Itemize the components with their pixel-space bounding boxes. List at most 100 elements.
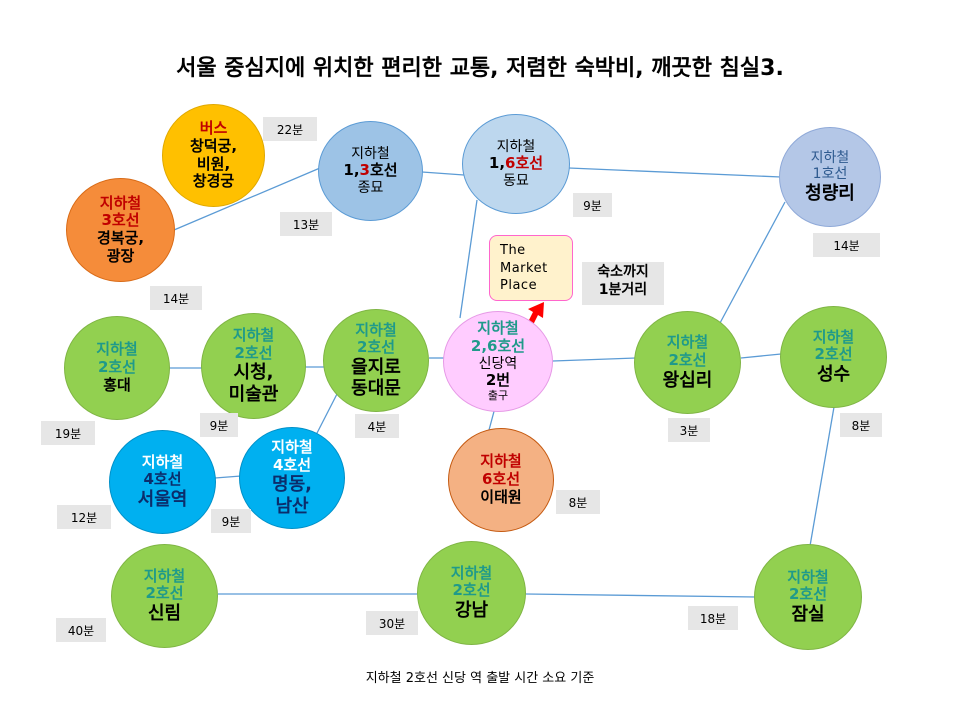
exit-label: 출구 (487, 388, 509, 402)
line-label: 3호선 (101, 211, 140, 230)
station-name: 서울역 (137, 489, 188, 511)
time-label-bus: 22분 (263, 117, 317, 141)
time-label-cityhall: 9분 (200, 413, 238, 437)
subway-label: 지하철 (141, 452, 184, 471)
time-label-itaewon: 8분 (556, 490, 600, 514)
time-label-euljiro: 4분 (355, 414, 399, 438)
subway-label: 지하철 (351, 145, 390, 162)
line-label: 호선 (369, 161, 398, 180)
line-label: 2,6호선 (470, 336, 526, 355)
line-jongmyo-dongmyo (421, 171, 465, 176)
line-cheongnyangni-wangsimni (719, 201, 786, 324)
station-name: 미술관 (228, 383, 279, 405)
node-itaewon: 지하철 6호선 이태원 (448, 428, 554, 532)
node-sindang: 지하철 2,6호선 신당역 2번 출구 (443, 311, 553, 412)
subway-label: 지하철 (496, 138, 536, 155)
page-title: 서울 중심지에 위치한 편리한 교통, 저렴한 숙박비, 깨끗한 침실3. (176, 56, 784, 81)
line-gyeongbok-jongmyo (173, 167, 321, 231)
line-label-highlight: 3 (359, 161, 370, 180)
node-seoulstation: 지하철 4호선 서울역 (109, 430, 216, 534)
station-name: 을지로 (351, 356, 401, 378)
line-label: 6호선 (481, 470, 521, 489)
node-dongmyo: 지하철 1,6호선 동묘 (462, 114, 570, 214)
line-label: 2호선 (97, 358, 137, 377)
time-label-seoulstation: 12분 (57, 505, 111, 529)
exit-number: 2번 (485, 371, 511, 390)
station-name: 비원, (196, 154, 231, 173)
node-hongdae: 지하철 2호선 홍대 (64, 316, 170, 420)
station-name: 동대문 (351, 378, 401, 400)
station-name: 남산 (275, 495, 309, 517)
station-name: 창덕궁, (189, 136, 238, 155)
time-label-jamsil: 18분 (688, 606, 738, 630)
node-myeongdong: 지하철 4호선 명동, 남산 (239, 427, 345, 529)
line-wangsimni-seongsu (740, 353, 782, 359)
station-name: 왕십리 (662, 369, 713, 391)
line-label: 1, (343, 161, 360, 180)
subway-label: 지하철 (477, 319, 519, 338)
subway-label: 지하철 (810, 149, 850, 166)
station-name: 잠실 (791, 604, 825, 626)
market-place-box: The Market Place (489, 235, 573, 301)
node-gyeongbokgung: 지하철 3호선 경복궁, 광장 (66, 178, 175, 282)
station-name: 시청, (233, 362, 274, 384)
station-name: 창경궁 (192, 172, 235, 191)
line-dongmyo-sindang (459, 199, 478, 319)
line-seongsu-jamsil (809, 406, 835, 547)
line-label: 2호선 (145, 584, 184, 603)
line-seoulstation-myeongdong (214, 475, 242, 479)
line-label: 2호선 (452, 581, 491, 600)
footer-note: 지하철 2호선 신당 역 출발 시간 소요 기준 (365, 671, 595, 686)
line-label: 2호선 (234, 343, 273, 362)
market-line: The (500, 243, 526, 258)
line-euljiro-myeongdong (314, 393, 338, 438)
station-name: 신당역 (478, 355, 518, 372)
station-name: 성수 (816, 364, 851, 386)
time-label-jongmyo: 13분 (280, 212, 332, 236)
node-cityhall: 지하철 2호선 시청, 미술관 (201, 313, 306, 419)
line-label: 1, (488, 154, 506, 173)
line-label: 2호선 (356, 338, 396, 357)
subway-label: 지하철 (355, 320, 397, 339)
subway-label: 지하철 (99, 193, 142, 212)
station-name: 홍대 (103, 375, 131, 394)
station-name: 청량리 (805, 182, 855, 204)
line-gangnam-jamsil (525, 593, 757, 598)
bus-label: 버스 (199, 119, 228, 138)
node-bus-changdeokgung: 버스 창덕궁, 비원, 창경궁 (162, 104, 265, 207)
line-label: 1호선 (812, 166, 848, 183)
line-label: 2호선 (788, 585, 828, 604)
node-cheongnyangni: 지하철 1호선 청량리 (779, 127, 881, 227)
node-gangnam: 지하철 2호선 강남 (417, 541, 526, 645)
station-name: 강남 (454, 600, 489, 622)
station-name: 신림 (147, 603, 182, 625)
time-label-seongsu: 8분 (840, 413, 882, 437)
subway-label: 지하철 (666, 333, 709, 352)
dorm-line: 숙소까지 (597, 264, 649, 280)
line-label: 2호선 (814, 345, 853, 364)
node-jongmyo: 지하철 1,3호선 종묘 (318, 121, 423, 221)
node-jamsil: 지하철 2호선 잠실 (754, 544, 862, 650)
line-label: 2호선 (668, 350, 707, 369)
subway-label: 지하철 (450, 563, 493, 582)
time-label-dongmyo: 9분 (573, 193, 612, 217)
subway-label: 지하철 (96, 340, 138, 359)
subway-label: 지하철 (232, 326, 275, 345)
node-sillim: 지하철 2호선 신림 (111, 544, 218, 648)
line-dongmyo-cheongnyangni (568, 167, 782, 178)
station-name: 명동, (272, 474, 312, 496)
time-label-sillim: 40분 (56, 618, 106, 642)
time-label-gangnam: 30분 (366, 611, 418, 635)
station-name: 광장 (106, 246, 135, 265)
node-seongsu: 지하철 2호선 성수 (780, 306, 887, 408)
dorm-line: 1분거리 (598, 282, 648, 299)
subway-label: 지하철 (480, 452, 522, 471)
station-name: 종묘 (357, 179, 384, 196)
station-name: 이태원 (480, 487, 522, 506)
subway-label: 지하철 (812, 327, 855, 346)
line-sindang-wangsimni (552, 357, 637, 362)
market-line: Market (500, 260, 548, 276)
node-wangsimni: 지하철 2호선 왕십리 (634, 311, 741, 414)
dorm-distance-label: 숙소까지 1분거리 (582, 262, 664, 305)
node-euljiro: 지하철 2호선 을지로 동대문 (323, 309, 429, 412)
